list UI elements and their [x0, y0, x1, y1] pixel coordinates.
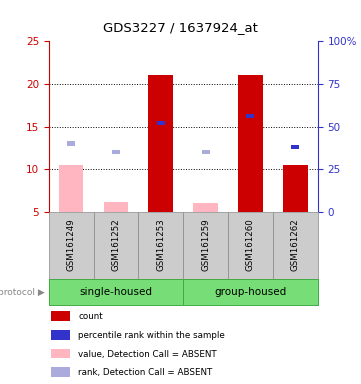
Bar	[201, 150, 210, 154]
Bar	[238, 75, 263, 212]
Bar	[49, 279, 183, 305]
Bar	[291, 145, 299, 149]
Text: GSM161260: GSM161260	[246, 218, 255, 271]
Bar	[51, 349, 70, 359]
Text: rank, Detection Call = ABSENT: rank, Detection Call = ABSENT	[78, 368, 213, 377]
Bar	[67, 141, 75, 146]
Bar	[51, 330, 70, 340]
Bar	[93, 212, 138, 279]
Bar	[51, 367, 70, 377]
Text: GSM161252: GSM161252	[112, 218, 121, 271]
Bar	[59, 165, 83, 212]
Text: value, Detection Call = ABSENT: value, Detection Call = ABSENT	[78, 349, 217, 359]
Text: group-housed: group-housed	[214, 287, 287, 297]
Bar	[247, 114, 255, 118]
Text: single-housed: single-housed	[79, 287, 152, 297]
Bar	[138, 212, 183, 279]
Bar	[49, 212, 93, 279]
Bar	[51, 311, 70, 321]
Bar	[273, 212, 318, 279]
Bar	[283, 165, 308, 212]
Bar	[104, 202, 128, 212]
Text: GSM161249: GSM161249	[67, 218, 76, 271]
Bar	[183, 279, 318, 305]
Text: GSM161259: GSM161259	[201, 218, 210, 271]
Text: percentile rank within the sample: percentile rank within the sample	[78, 331, 225, 340]
Bar	[193, 204, 218, 212]
Text: count: count	[78, 312, 103, 321]
Bar	[157, 121, 165, 125]
Text: GSM161262: GSM161262	[291, 218, 300, 271]
Bar	[148, 75, 173, 212]
Text: GSM161253: GSM161253	[156, 218, 165, 271]
Bar	[183, 212, 228, 279]
Bar	[112, 150, 120, 154]
Bar	[228, 212, 273, 279]
Text: GDS3227 / 1637924_at: GDS3227 / 1637924_at	[103, 21, 258, 34]
Text: protocol ▶: protocol ▶	[0, 288, 45, 297]
